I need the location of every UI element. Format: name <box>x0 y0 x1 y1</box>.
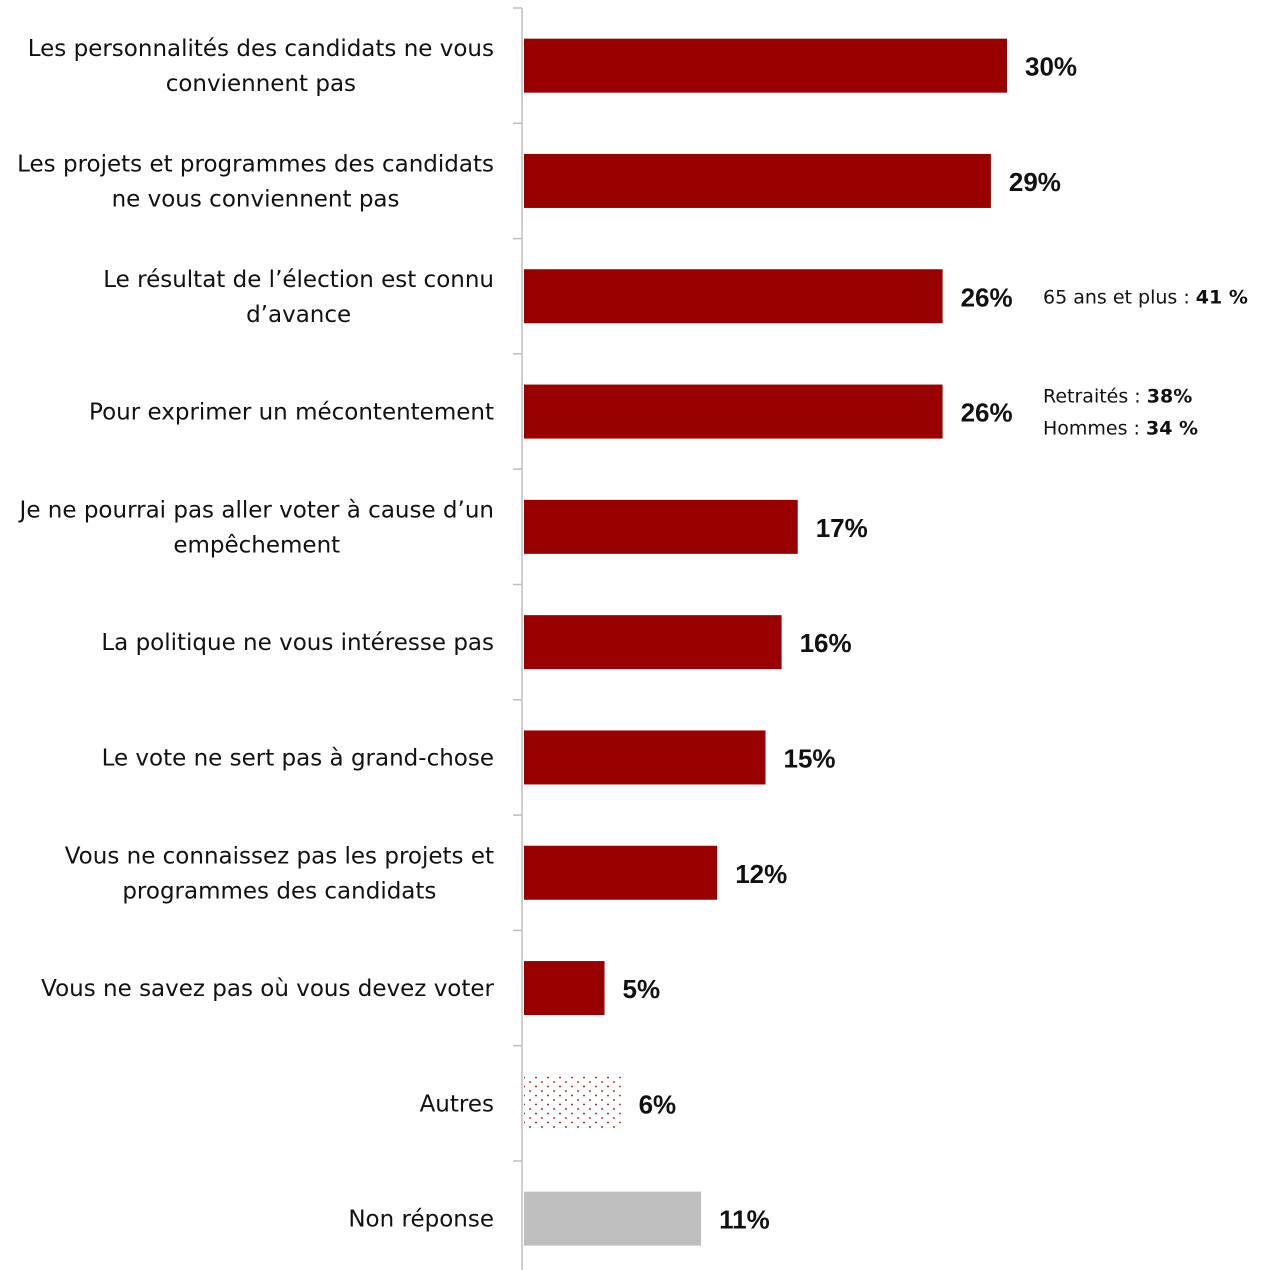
value-label-8: 12% <box>735 859 787 889</box>
value-label-2: 29% <box>1009 167 1061 197</box>
bar-8 <box>524 845 718 900</box>
annotation-1-line-1: 65 ans et plus : 41 % <box>1043 286 1248 308</box>
bar-5 <box>524 499 798 554</box>
category-label-8: Vous ne connaissez pas les projets et pro… <box>65 843 494 904</box>
category-label-9: Vous ne savez pas où vous devez voter <box>41 976 494 1002</box>
bar-11 <box>524 1191 702 1246</box>
value-label-6: 16% <box>800 628 852 658</box>
category-label-1: Les personnalités des candidats ne vous c… <box>28 36 494 97</box>
category-label-10: Autres <box>420 1091 494 1117</box>
category-labels: Les personnalités des candidats ne vous c… <box>17 36 494 1233</box>
bar-1 <box>524 38 1007 93</box>
bar-9 <box>524 961 605 1016</box>
annotations: 65 ans et plus : 41 % Retraités : 38% Homm… <box>1043 286 1248 439</box>
bar-6 <box>524 615 782 670</box>
category-label-2: Les projets et programmes des candidats n… <box>17 151 494 212</box>
value-label-10: 6% <box>639 1089 677 1119</box>
category-axis <box>513 7 523 1270</box>
value-label-5: 17% <box>816 513 868 543</box>
category-label-5: Je ne pourrai pas aller voter à cause d’… <box>18 497 494 558</box>
bar-10 <box>524 1076 621 1131</box>
value-label-9: 5% <box>623 974 661 1004</box>
category-label-11: Non réponse <box>348 1207 494 1233</box>
bars <box>524 38 1007 1246</box>
category-label-7: Le vote ne sert pas à grand-chose <box>102 745 494 771</box>
value-label-4: 26% <box>961 398 1013 428</box>
category-label-6: La politique ne vous intéresse pas <box>101 630 494 656</box>
value-label-3: 26% <box>961 282 1013 312</box>
bar-4 <box>524 384 943 439</box>
annotation-2-line-1: Retraités : 38% <box>1043 386 1192 408</box>
value-label-1: 30% <box>1025 52 1077 82</box>
value-label-11: 11% <box>719 1205 770 1235</box>
annotation-2-line-2: Hommes : 34 % <box>1043 418 1198 440</box>
value-labels: 30% 29% 26% 26% 17% 16% 15% 12% 5% 6% 11% <box>623 52 1078 1235</box>
bar-2 <box>524 153 991 208</box>
bar-3 <box>524 269 943 324</box>
value-label-7: 15% <box>784 743 836 773</box>
category-label-3: Le résultat de l’élection est connu d’ava… <box>103 267 494 328</box>
bar-7 <box>524 730 766 785</box>
category-label-4: Pour exprimer un mécontentement <box>89 400 494 426</box>
